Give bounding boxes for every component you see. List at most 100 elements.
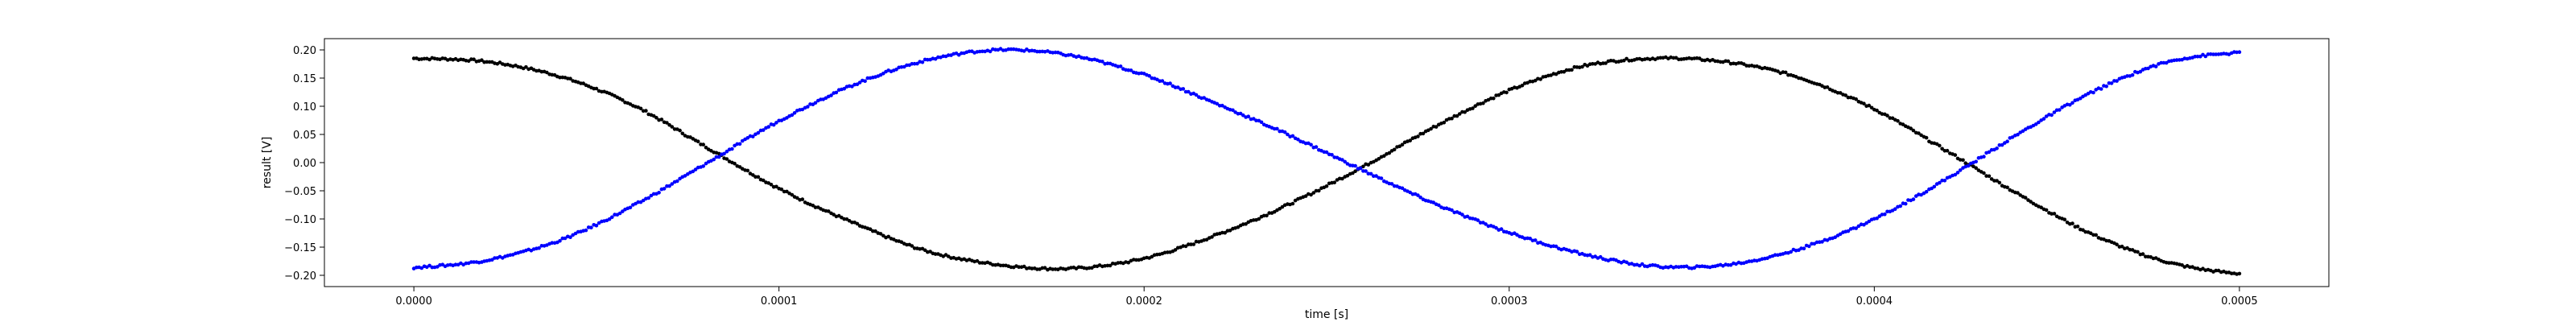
data-point — [730, 147, 734, 151]
data-point — [2109, 81, 2114, 85]
data-point — [1953, 172, 1958, 177]
data-point — [1781, 70, 1785, 74]
data-point — [1958, 168, 1963, 172]
data-point — [1674, 56, 1678, 60]
series-layer — [411, 47, 2242, 276]
data-point — [832, 213, 836, 217]
data-point — [1053, 50, 1058, 55]
data-point — [2083, 229, 2087, 234]
data-point — [665, 184, 669, 188]
data-point — [868, 227, 873, 232]
data-point — [1587, 253, 1592, 258]
data-point — [1261, 213, 1266, 218]
data-point — [1069, 266, 1073, 270]
data-point — [1974, 159, 1978, 164]
data-point — [1366, 163, 1371, 167]
data-point — [1187, 89, 1191, 94]
data-point — [683, 174, 687, 178]
x-tick-label: 0.0001 — [761, 295, 798, 308]
data-point — [1187, 242, 1191, 246]
data-point — [1160, 79, 1165, 83]
data-point — [1807, 244, 1811, 249]
data-point — [427, 263, 431, 268]
data-point — [1984, 174, 1988, 178]
data-point — [524, 65, 528, 69]
data-point — [1533, 238, 1538, 242]
data-point — [2037, 120, 2041, 125]
data-point — [1799, 246, 1803, 250]
data-point — [2206, 52, 2211, 56]
data-point — [2214, 268, 2218, 273]
data-point — [855, 221, 860, 226]
data-point — [1314, 145, 1319, 149]
y-tick-label: −0.05 — [284, 186, 316, 198]
data-point — [1358, 166, 1363, 171]
data-point — [472, 260, 476, 264]
data-point — [761, 178, 766, 183]
data-point — [600, 89, 604, 94]
data-point — [430, 265, 435, 270]
data-point — [1955, 171, 1960, 175]
data-point — [696, 139, 700, 143]
data-point — [646, 196, 650, 200]
data-point — [1995, 179, 1999, 183]
data-point — [790, 113, 795, 118]
data-point — [1314, 188, 1319, 193]
data-point — [662, 187, 667, 191]
data-point — [774, 184, 778, 189]
data-point — [1974, 166, 1978, 170]
data-point — [2159, 60, 2163, 65]
data-point — [1210, 235, 1214, 239]
data-point — [1361, 169, 1365, 173]
data-point — [847, 219, 852, 223]
data-point — [568, 235, 572, 240]
x-axis-ticks: 0.0000 0.0001 0.0002 0.0003 0.0004 0.0005 — [395, 287, 2258, 308]
data-point — [701, 142, 705, 147]
data-point — [1494, 225, 1498, 230]
data-point — [1353, 169, 1357, 173]
data-point — [1982, 155, 1986, 159]
data-point — [2201, 52, 2205, 57]
data-point — [1147, 74, 1151, 78]
data-point — [1231, 108, 1235, 113]
data-point — [1938, 180, 1942, 185]
data-point — [651, 114, 656, 118]
data-point — [2120, 244, 2124, 249]
data-point — [2193, 266, 2198, 270]
data-point — [678, 128, 682, 133]
data-point — [905, 63, 909, 68]
data-point — [1752, 64, 1757, 68]
data-point — [785, 189, 789, 194]
data-point — [1966, 163, 1971, 168]
data-point — [829, 93, 833, 97]
series-2 — [411, 47, 2242, 270]
data-point — [1953, 153, 1958, 157]
data-point — [1351, 171, 1355, 175]
data-point — [670, 125, 675, 129]
x-tick-label: 0.0003 — [1491, 295, 1528, 308]
data-point — [795, 196, 799, 200]
data-point — [1942, 149, 1947, 153]
data-point — [774, 121, 778, 125]
data-point — [1389, 182, 1394, 186]
data-point — [1129, 68, 1133, 72]
data-point — [1640, 262, 1645, 266]
data-point — [1601, 61, 1605, 65]
data-point — [2058, 108, 2062, 112]
data-point — [1484, 222, 1488, 226]
data-point — [850, 221, 854, 225]
data-point — [1038, 49, 1042, 54]
data-point — [1134, 258, 1138, 262]
data-point — [688, 135, 692, 139]
data-point — [545, 70, 549, 75]
data-point — [790, 192, 795, 197]
y-tick-label: −0.20 — [284, 270, 316, 283]
data-point — [2136, 250, 2140, 254]
data-point — [1671, 56, 1676, 60]
data-point — [857, 80, 862, 85]
data-point — [806, 105, 810, 109]
x-axis-label: time [s] — [1305, 308, 1348, 321]
data-point — [1030, 266, 1034, 270]
data-point — [617, 211, 622, 216]
data-point — [1282, 130, 1287, 134]
